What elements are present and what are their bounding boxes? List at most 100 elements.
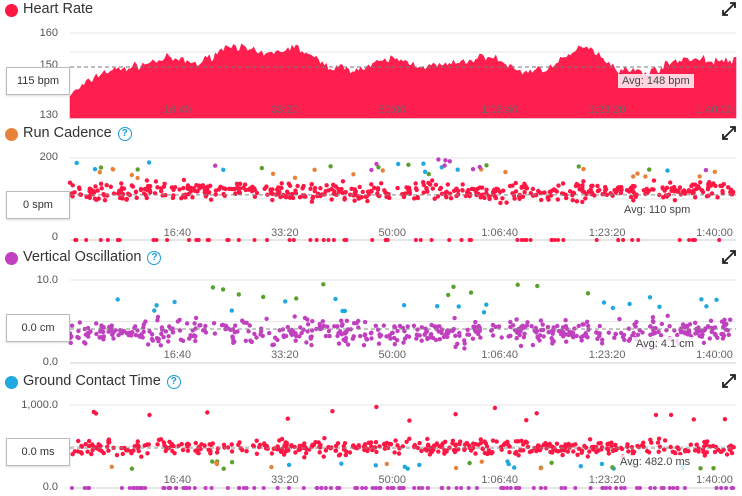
data-point: [535, 283, 540, 289]
data-point: [626, 449, 631, 454]
data-point: [563, 318, 568, 323]
data-point: [196, 446, 201, 451]
data-point: [87, 186, 93, 191]
data-point: [500, 196, 505, 201]
heart-rate-chart[interactable]: 16:4033:2050:001:06:401:23:201:40:0016:4…: [0, 0, 742, 124]
data-point: [252, 194, 258, 199]
help-icon[interactable]: ?: [166, 375, 181, 389]
data-point: [198, 323, 203, 328]
data-point: [130, 330, 135, 335]
vertical-oscillation-chart[interactable]: 16:40 33:20 50:00 1:06:40 1:23:20 1:40:00: [0, 248, 742, 372]
data-point: [657, 304, 662, 309]
expand-icon[interactable]: [722, 374, 736, 388]
data-point: [599, 445, 605, 450]
data-point: [328, 164, 333, 169]
run-cadence-chart[interactable]: 16:40 33:20 50:00 1:06:40 1:23:20 1:40:00: [0, 124, 742, 248]
data-point: [90, 447, 95, 453]
zero-point: [134, 486, 139, 490]
data-point: [583, 445, 589, 450]
help-icon[interactable]: ?: [117, 127, 132, 141]
data-point: [682, 448, 688, 453]
data-point: [549, 460, 554, 465]
data-point: [457, 330, 462, 336]
help-icon[interactable]: ?: [147, 251, 162, 265]
data-point: [425, 335, 430, 341]
data-point: [668, 180, 673, 185]
data-point: [193, 326, 198, 331]
data-point: [566, 441, 571, 447]
data-point: [163, 448, 168, 454]
data-point: [122, 445, 127, 451]
data-point: [401, 303, 407, 308]
expand-icon[interactable]: [722, 250, 736, 264]
data-point: [361, 343, 367, 348]
data-point: [450, 438, 456, 443]
data-point: [234, 181, 240, 186]
data-point: [180, 338, 186, 343]
data-point: [561, 191, 566, 197]
data-point: [380, 168, 385, 173]
data-point: [107, 439, 112, 445]
data-point: [555, 197, 560, 202]
run-cadence-cursor-value: 0 spm: [6, 191, 70, 219]
data-point: [97, 335, 102, 340]
data-point: [603, 184, 608, 190]
data-point: [254, 335, 259, 340]
data-point: [628, 194, 634, 200]
data-point: [154, 336, 160, 341]
data-point: [210, 285, 216, 290]
data-point: [326, 188, 331, 193]
data-point: [283, 194, 288, 199]
data-point: [336, 453, 342, 458]
data-point: [653, 412, 659, 418]
data-point: [451, 326, 456, 332]
data-point: [146, 160, 152, 165]
zero-point: [206, 238, 211, 242]
data-point: [396, 161, 401, 167]
data-point: [477, 164, 482, 170]
expand-icon[interactable]: [722, 2, 736, 16]
y-tick-label: 10.0: [36, 274, 58, 286]
zero-point: [730, 486, 735, 490]
data-point: [312, 189, 317, 194]
data-point: [155, 318, 160, 323]
data-point: [668, 444, 673, 450]
data-point: [396, 451, 402, 456]
data-point: [517, 196, 522, 201]
zero-point: [519, 238, 524, 242]
data-point: [268, 187, 273, 192]
data-point: [99, 323, 104, 328]
data-point: [578, 464, 583, 469]
data-point: [388, 442, 394, 447]
data-point: [384, 461, 389, 467]
zero-point: [412, 486, 417, 490]
zero-point: [531, 486, 536, 490]
zero-point: [287, 238, 292, 242]
data-point: [697, 174, 702, 179]
data-point: [302, 455, 307, 460]
zero-point: [192, 486, 197, 490]
data-point: [152, 191, 158, 196]
zero-point: [291, 238, 296, 242]
data-point: [585, 454, 590, 459]
data-point: [606, 441, 611, 446]
data-point: [262, 442, 267, 448]
data-point: [98, 181, 104, 186]
data-point: [584, 319, 590, 324]
data-point: [579, 448, 585, 454]
zero-point: [236, 238, 241, 242]
heart-rate-legend-dot: [5, 4, 18, 17]
data-point: [472, 324, 477, 329]
heart-rate-cursor-value: 115 bpm: [6, 67, 70, 95]
data-point: [208, 442, 214, 448]
data-point: [292, 314, 297, 319]
expand-icon[interactable]: [722, 126, 736, 140]
data-point: [357, 184, 362, 190]
data-point: [429, 322, 434, 328]
y-tick-label: 130: [39, 109, 58, 121]
data-point: [389, 330, 395, 336]
data-point: [147, 412, 152, 418]
data-point: [417, 333, 422, 338]
ground-contact-time-chart[interactable]: 16:40 33:20 50:00 1:06:40 1:23:20 1:40:00: [0, 372, 742, 496]
data-point: [569, 330, 574, 335]
